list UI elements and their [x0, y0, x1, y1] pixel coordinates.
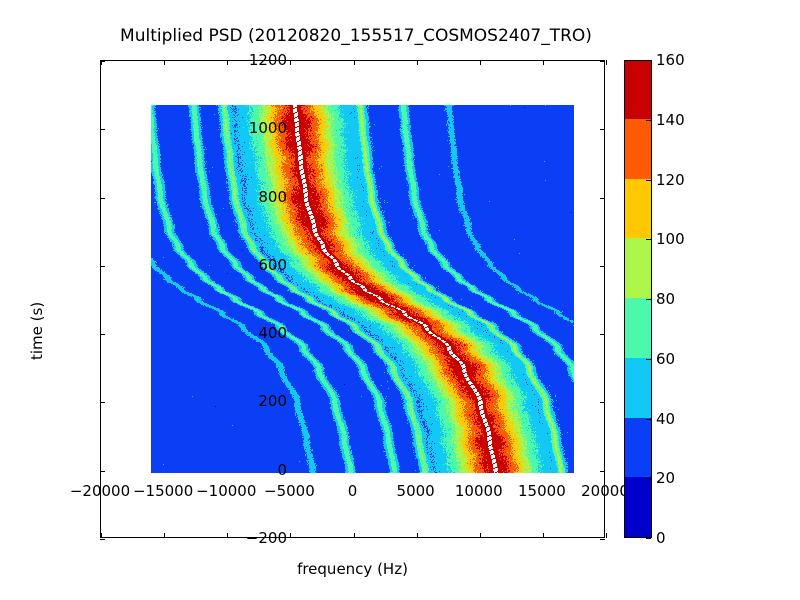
y-tick-label: 0: [277, 460, 287, 479]
x-tick-mark: [479, 533, 481, 538]
x-tick-label: 10000: [454, 482, 503, 500]
x-tick-mark: [542, 533, 544, 538]
x-tick-label: 15000: [518, 482, 566, 500]
colorbar-tick-label: 80: [656, 290, 676, 308]
x-tick-mark: [101, 533, 102, 538]
y-tick-mark-right: [600, 129, 605, 131]
y-tick-mark-right: [600, 539, 605, 540]
y-tick-label: 1200: [248, 51, 287, 69]
x-tick-mark: [416, 533, 418, 538]
y-tick-mark: [100, 539, 105, 540]
x-tick-mark: [164, 533, 166, 538]
x-tick-mark-top: [290, 60, 292, 65]
x-tick-mark-top: [164, 60, 166, 65]
plot-axes: [100, 60, 607, 540]
colorbar-band: [625, 297, 651, 358]
colorbar-tick-mark: [646, 60, 651, 61]
x-tick-mark: [606, 533, 607, 538]
colorbar-tick-mark: [646, 119, 651, 121]
colorbar-tick-mark: [646, 179, 651, 181]
x-tick-mark: [227, 533, 229, 538]
colorbar-tick-label: 60: [656, 349, 676, 368]
y-tick-label: 1000: [248, 119, 287, 138]
x-tick-label: −20000: [69, 482, 131, 500]
spectrogram-image: [151, 105, 574, 473]
y-tick-mark-right: [600, 197, 605, 199]
x-tick-mark-top: [101, 60, 102, 65]
colorbar-tick-label: 20: [656, 469, 676, 488]
y-tick-mark: [100, 265, 105, 267]
x-axis-label: frequency (Hz): [297, 560, 408, 578]
x-tick-mark-top: [606, 60, 607, 65]
y-tick-mark-right: [600, 334, 605, 336]
colorbar-tick-label: 40: [656, 409, 676, 428]
colorbar-tick-mark: [646, 299, 651, 300]
y-tick-label: −200: [245, 529, 287, 547]
colorbar-band: [625, 61, 651, 119]
x-tick-label: −5000: [264, 482, 315, 500]
colorbar-band: [625, 357, 651, 418]
colorbar-tick-label: 120: [656, 170, 685, 189]
x-tick-mark-top: [542, 60, 544, 65]
y-tick-mark: [100, 129, 105, 131]
colorbar-tick-label: 0: [656, 529, 666, 547]
colorbar-tick-label: 160: [656, 51, 685, 69]
y-tick-mark-right: [600, 265, 605, 267]
y-axis-label: time (s): [28, 301, 46, 360]
y-tick-label: 400: [258, 324, 287, 343]
y-tick-mark: [100, 470, 105, 472]
x-tick-label: 20000: [581, 482, 629, 500]
x-tick-label: 5000: [396, 482, 435, 500]
x-tick-mark: [353, 533, 355, 538]
colorbar-band: [625, 476, 651, 537]
x-tick-label: 0: [347, 482, 358, 500]
colorbar-band: [625, 237, 651, 298]
colorbar-tick-label: 100: [656, 230, 685, 249]
colorbar-band: [625, 416, 651, 478]
y-tick-mark: [100, 334, 105, 336]
colorbar-band: [625, 177, 651, 239]
colorbar-tick-mark: [646, 358, 651, 360]
y-tick-label: 800: [258, 187, 287, 206]
y-tick-label: 600: [258, 255, 287, 274]
colorbar-tick-mark: [646, 239, 651, 241]
y-tick-mark: [100, 402, 105, 404]
x-tick-label: −15000: [132, 482, 194, 500]
x-tick-label: −10000: [196, 482, 257, 500]
spectrogram-canvas: [151, 105, 574, 473]
x-tick-mark: [290, 533, 292, 538]
x-tick-mark-top: [353, 60, 355, 65]
colorbar-band: [625, 118, 651, 179]
colorbar-tick-mark: [646, 418, 651, 420]
y-tick-mark-right: [600, 61, 605, 62]
colorbar-tick-label: 140: [656, 110, 685, 129]
x-tick-mark-top: [227, 60, 229, 65]
chart-title: Multiplied PSD (20120820_155517_COSMOS24…: [120, 26, 592, 46]
plot-area: [101, 61, 604, 537]
colorbar: [624, 60, 652, 538]
y-tick-mark: [100, 61, 105, 62]
x-tick-mark-top: [416, 60, 418, 65]
y-tick-label: 200: [258, 392, 287, 411]
y-tick-mark: [100, 197, 105, 199]
y-tick-mark-right: [600, 402, 605, 404]
colorbar-tick-mark: [646, 538, 651, 539]
colorbar-tick-mark: [646, 478, 651, 480]
x-tick-mark-top: [479, 60, 481, 65]
y-tick-mark-right: [600, 470, 605, 472]
